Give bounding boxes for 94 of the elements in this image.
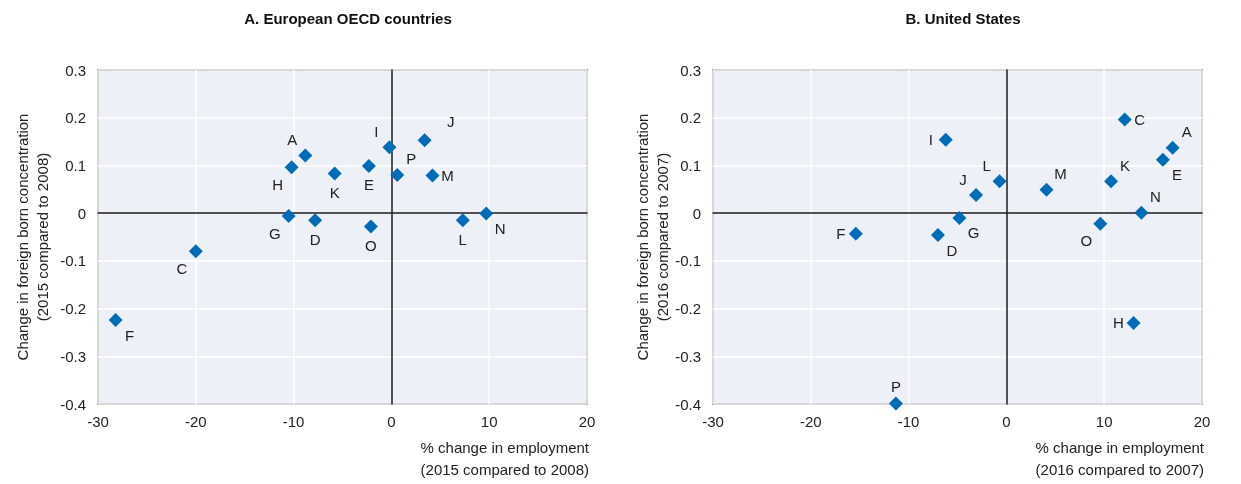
point: [848, 226, 863, 241]
point: [1134, 205, 1149, 220]
point: [1155, 152, 1170, 167]
x-tick-label: 0: [1002, 413, 1011, 430]
y-tick-label: 0.3: [680, 61, 701, 79]
y-tick-label: 0: [77, 204, 86, 222]
x-axis-title: % change in employment (2016 compared to 2007): [1035, 439, 1205, 478]
data-label: P: [890, 378, 901, 396]
y-axis-title: Change in foreign born concentration (2015 compared to 2008): [13, 113, 51, 361]
y-tick-label: -0.4: [675, 395, 701, 413]
data-label: O: [365, 237, 377, 254]
point: [361, 158, 376, 173]
data-label: N: [494, 220, 506, 238]
point: [992, 174, 1007, 189]
point: [382, 140, 397, 155]
data-label: I: [928, 131, 933, 149]
data-label: G: [268, 224, 281, 242]
data-label: E: [1171, 166, 1182, 184]
x-tick-label: -20: [184, 413, 207, 430]
data-label: P: [406, 150, 417, 168]
point: [1126, 315, 1141, 330]
x-tick-label: -30: [702, 413, 724, 430]
point: [327, 166, 342, 181]
point: [1039, 182, 1054, 197]
x-tick-label: 20: [578, 413, 596, 430]
data-label: J: [446, 112, 455, 130]
y-tick-label: -0.3: [675, 347, 701, 365]
point: [938, 132, 953, 147]
data-label: E: [363, 176, 374, 194]
x-tick-label: 10: [480, 413, 498, 430]
data-label: H: [1113, 314, 1124, 332]
data-label: M: [441, 166, 454, 184]
data-label: D: [946, 241, 958, 259]
point: [425, 168, 440, 183]
data-label: N: [1149, 188, 1161, 206]
y-tick-label: 0.2: [65, 109, 86, 127]
data-label: J: [959, 170, 967, 188]
y-tick-label: -0.1: [675, 252, 701, 270]
point: [308, 213, 323, 228]
y-tick-label: 0: [692, 204, 701, 222]
point: [281, 209, 296, 224]
data-label: A: [1181, 123, 1192, 141]
point: [390, 167, 405, 182]
data-label: H: [272, 175, 284, 193]
y-tick-label: -0.4: [60, 395, 86, 413]
data-label: F: [125, 326, 135, 344]
x-tick-label: 10: [1095, 413, 1113, 430]
chart-title: B. United States: [905, 10, 1021, 27]
point: [1165, 140, 1180, 155]
y-tick-label: -0.2: [675, 300, 701, 318]
data-label: A: [287, 130, 298, 148]
data-label: L: [982, 156, 991, 174]
y-axis-title: Change in foreign born concentration (2016 compared to 2007): [633, 113, 671, 361]
data-label: K: [329, 184, 340, 202]
point: [479, 206, 494, 221]
data-label: K: [1120, 156, 1131, 174]
data-label: I: [374, 122, 379, 140]
x-tick-label: 20: [1193, 413, 1211, 430]
point: [1117, 112, 1132, 127]
point: [363, 219, 378, 234]
data-label: M: [1054, 165, 1067, 183]
point: [108, 313, 123, 328]
point: [952, 210, 967, 225]
data-label: G: [967, 224, 980, 242]
point: [455, 213, 470, 228]
point: [969, 188, 984, 203]
y-tick-label: 0.1: [65, 156, 86, 174]
y-tick-label: 0.3: [65, 61, 86, 79]
chart-title: A. European OECD countries: [244, 10, 452, 27]
data-label: F: [836, 225, 846, 243]
y-tick-label: 0.1: [680, 156, 701, 174]
data-label: L: [458, 230, 467, 248]
data-label: C: [176, 259, 188, 277]
point: [284, 160, 299, 175]
point: [1104, 174, 1119, 189]
x-tick-label: -30: [87, 413, 109, 430]
point: [417, 133, 432, 148]
x-tick-label: -20: [799, 413, 822, 430]
y-tick-label: -0.3: [60, 347, 86, 365]
x-axis-title: % change in employment (2015 compared to 2008): [420, 439, 590, 478]
point: [888, 396, 903, 411]
point: [930, 228, 945, 243]
point: [1093, 216, 1108, 231]
point: [188, 244, 203, 259]
y-tick-label: 0.2: [680, 109, 701, 127]
y-tick-label: -0.1: [60, 252, 86, 270]
y-tick-label: -0.2: [60, 300, 86, 318]
data-label: O: [1080, 232, 1093, 250]
x-tick-label: -10: [897, 413, 920, 430]
x-tick-label: 0: [387, 413, 396, 430]
data-label: D: [309, 230, 321, 248]
point: [298, 148, 313, 163]
data-label: C: [1134, 111, 1146, 129]
x-tick-label: -10: [282, 413, 305, 430]
